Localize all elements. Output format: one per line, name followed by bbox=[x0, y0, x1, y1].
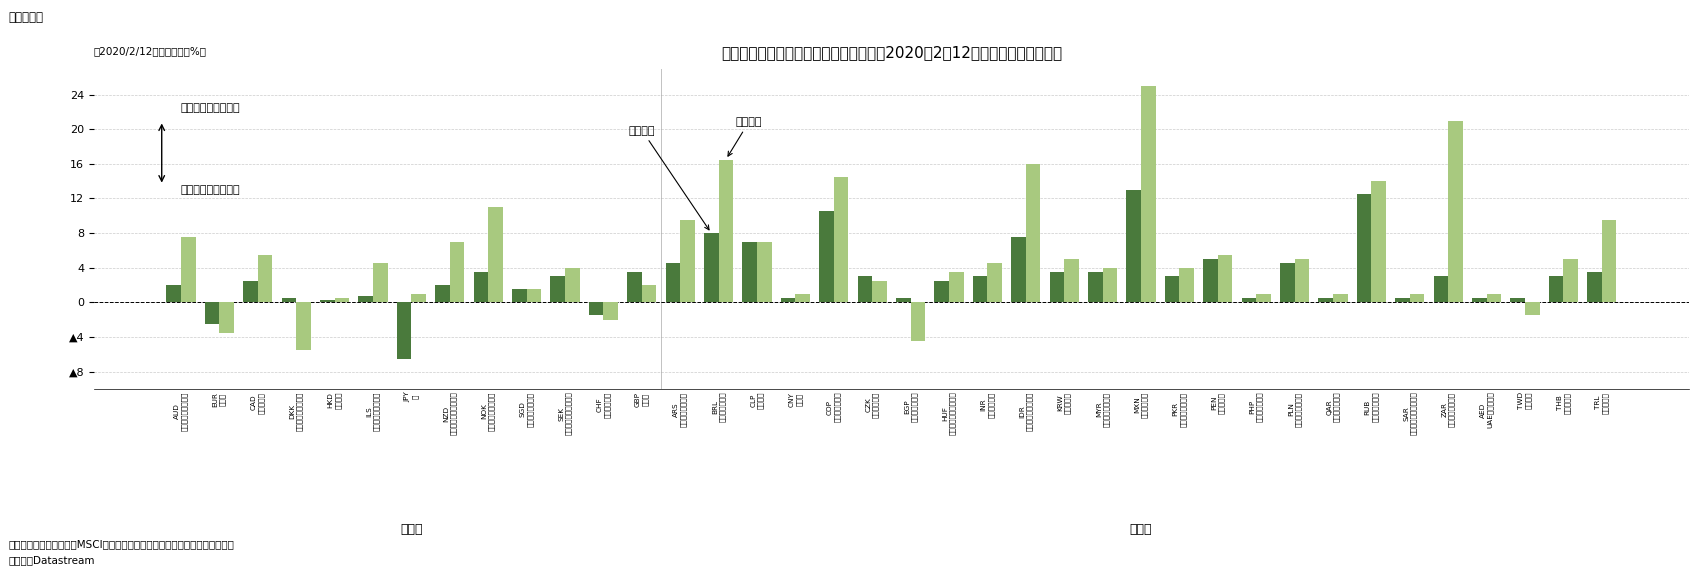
Bar bbox=[1355, 194, 1371, 303]
Bar bbox=[244, 281, 257, 303]
Text: （2020/2/12対比変動率、%）: （2020/2/12対比変動率、%） bbox=[94, 46, 206, 56]
Bar bbox=[818, 212, 834, 303]
Bar bbox=[1088, 272, 1101, 303]
Bar bbox=[895, 298, 910, 303]
Bar bbox=[757, 242, 771, 303]
Text: （資料）Datastream: （資料）Datastream bbox=[9, 555, 95, 565]
Bar bbox=[1165, 276, 1178, 303]
Bar bbox=[1524, 303, 1538, 315]
Bar bbox=[1178, 268, 1194, 303]
Bar bbox=[604, 303, 617, 320]
Bar bbox=[181, 237, 196, 303]
Bar bbox=[1125, 190, 1141, 303]
Bar bbox=[704, 233, 718, 303]
Bar bbox=[1432, 276, 1448, 303]
Bar bbox=[1471, 298, 1485, 303]
Bar bbox=[527, 289, 540, 303]
Text: （図表５）: （図表５） bbox=[9, 11, 44, 25]
Bar bbox=[834, 177, 847, 303]
Bar bbox=[1408, 294, 1424, 303]
Bar bbox=[358, 296, 373, 303]
Bar bbox=[297, 303, 310, 350]
Bar bbox=[1548, 276, 1562, 303]
Text: ３月９日: ３月９日 bbox=[629, 126, 709, 230]
Bar bbox=[948, 272, 963, 303]
Bar bbox=[1448, 121, 1461, 303]
Bar bbox=[257, 255, 273, 303]
Bar bbox=[411, 294, 426, 303]
Bar bbox=[1101, 268, 1117, 303]
Bar bbox=[397, 303, 411, 359]
Bar bbox=[1601, 220, 1615, 303]
Bar bbox=[1586, 272, 1601, 303]
Bar bbox=[1485, 294, 1500, 303]
Bar bbox=[564, 268, 580, 303]
Bar bbox=[1241, 298, 1255, 303]
Text: （注）先進国・新興国はMSCIの分類に沿って分類。ユーロは先進国とした。: （注）先進国・新興国はMSCIの分類に沿って分類。ユーロは先進国とした。 bbox=[9, 539, 234, 549]
Bar bbox=[1011, 237, 1025, 303]
Bar bbox=[1255, 294, 1270, 303]
Bar bbox=[858, 276, 871, 303]
Bar bbox=[987, 264, 1001, 303]
Bar bbox=[910, 303, 924, 341]
Bar bbox=[450, 242, 464, 303]
Bar bbox=[1217, 255, 1231, 303]
Bar bbox=[205, 303, 220, 324]
Bar bbox=[321, 300, 334, 303]
Bar bbox=[641, 285, 656, 303]
Bar bbox=[1332, 294, 1347, 303]
Text: ４月９日: ４月９日 bbox=[728, 117, 762, 156]
Bar bbox=[795, 294, 810, 303]
Text: 新興国: 新興国 bbox=[1129, 523, 1151, 537]
Bar bbox=[1318, 298, 1332, 303]
Bar bbox=[512, 289, 527, 303]
Bar bbox=[627, 272, 641, 303]
Bar bbox=[167, 285, 181, 303]
Bar bbox=[435, 285, 450, 303]
Bar bbox=[680, 220, 694, 303]
Bar bbox=[718, 160, 733, 303]
Text: ドル高・自国通貨安: ドル高・自国通貨安 bbox=[181, 102, 240, 113]
Bar bbox=[781, 298, 795, 303]
Bar bbox=[1141, 86, 1154, 303]
Bar bbox=[588, 303, 604, 315]
Bar bbox=[474, 272, 488, 303]
Bar bbox=[1064, 259, 1078, 303]
Text: 先進国: 先進国 bbox=[401, 523, 423, 537]
Bar bbox=[1025, 164, 1040, 303]
Bar bbox=[1294, 259, 1308, 303]
Title: 各国・地域の対ドル為替レート変動率（2020年2月12日と比較した騰落率）: 各国・地域の対ドル為替レート変動率（2020年2月12日と比較した騰落率） bbox=[721, 46, 1061, 61]
Bar bbox=[871, 281, 887, 303]
Bar bbox=[1509, 298, 1524, 303]
Bar bbox=[1562, 259, 1577, 303]
Bar bbox=[972, 276, 987, 303]
Bar bbox=[934, 281, 948, 303]
Bar bbox=[551, 276, 564, 303]
Bar bbox=[373, 264, 387, 303]
Bar bbox=[1202, 259, 1217, 303]
Bar bbox=[742, 242, 757, 303]
Bar bbox=[665, 264, 680, 303]
Bar bbox=[334, 298, 350, 303]
Bar bbox=[220, 303, 234, 333]
Bar bbox=[1371, 181, 1384, 303]
Text: ドル安・自国通貨高: ドル安・自国通貨高 bbox=[181, 185, 240, 195]
Bar bbox=[488, 207, 503, 303]
Bar bbox=[1049, 272, 1064, 303]
Bar bbox=[1279, 264, 1294, 303]
Bar bbox=[1395, 298, 1408, 303]
Bar bbox=[281, 298, 297, 303]
